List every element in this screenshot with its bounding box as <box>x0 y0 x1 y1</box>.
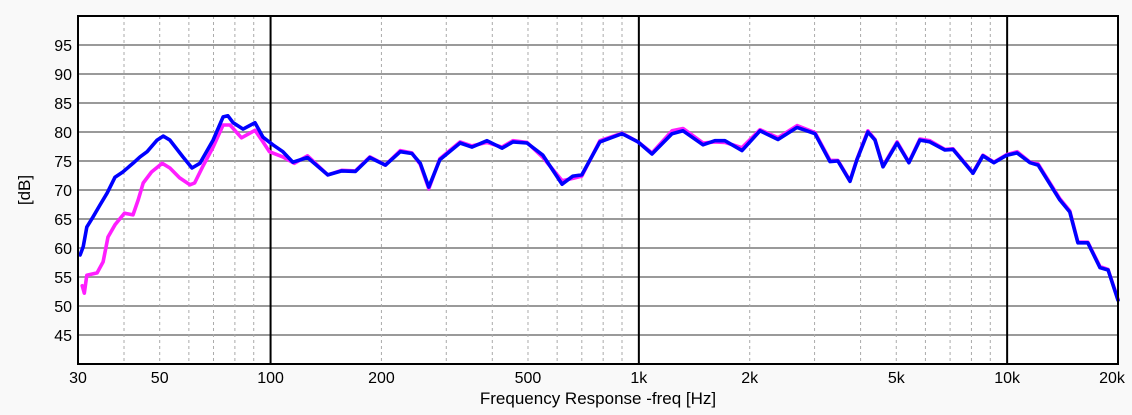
y-tick-label: 75 <box>54 154 72 171</box>
y-axis-label: [dB] <box>15 175 34 205</box>
y-tick-label: 80 <box>54 125 72 142</box>
x-tick-label: 20k <box>1099 370 1126 387</box>
x-tick-label: 100 <box>257 370 284 387</box>
x-axis-label: Frequency Response -freq [Hz] <box>480 389 716 408</box>
series-line-blue <box>78 114 1120 303</box>
y-tick-label: 70 <box>54 183 72 200</box>
y-tick-label: 55 <box>54 270 72 287</box>
x-tick-label: 200 <box>368 370 395 387</box>
plot-frame <box>77 15 1119 365</box>
x-tick-label: 2k <box>741 370 759 387</box>
x-tick-label: 1k <box>630 370 648 387</box>
y-tick-label: 50 <box>54 299 72 316</box>
x-tick-label: 5k <box>888 370 906 387</box>
x-tick-label: 500 <box>515 370 542 387</box>
y-tick-label: 60 <box>54 241 72 258</box>
y-tick-label: 65 <box>54 212 72 229</box>
x-tick-label: 10k <box>994 370 1021 387</box>
y-tick-label: 90 <box>54 67 72 84</box>
y-tick-label: 45 <box>54 328 72 345</box>
x-tick-label: 50 <box>151 370 169 387</box>
y-tick-label: 95 <box>54 38 72 55</box>
y-tick-label: 85 <box>54 96 72 113</box>
x-tick-label: 30 <box>69 370 87 387</box>
